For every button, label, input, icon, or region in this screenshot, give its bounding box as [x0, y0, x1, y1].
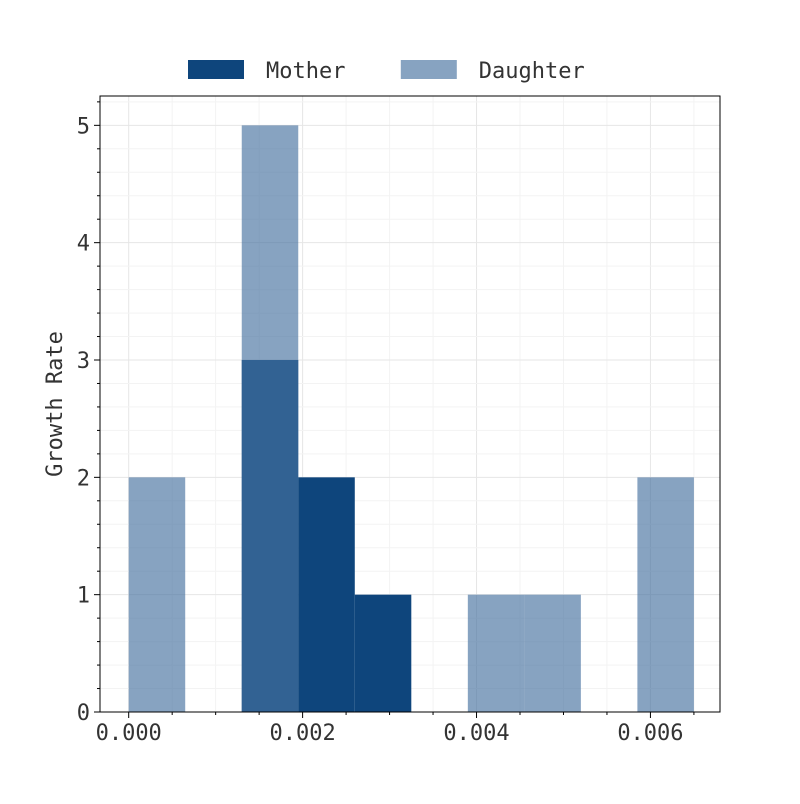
bar-daughter [467, 594, 525, 712]
y-tick-label: 1 [77, 584, 90, 609]
legend-swatch-mother [188, 60, 244, 79]
y-tick-label: 2 [77, 466, 90, 491]
y-axis-label: Growth Rate [43, 331, 68, 477]
bar-mother [298, 477, 355, 712]
y-tick-label: 4 [77, 232, 90, 257]
ticks-layer: 0.000 0.002 0.004 0.006 0 1 2 3 4 5 [77, 101, 695, 746]
bar-daughter [128, 477, 186, 712]
x-tick-label: 0.006 [617, 721, 683, 746]
y-tick-label: 0 [77, 701, 90, 726]
y-tick-label: 3 [77, 349, 90, 374]
x-tick-label: 0.000 [96, 721, 162, 746]
legend: Mother Daughter [188, 59, 585, 84]
bar-daughter [241, 125, 299, 713]
x-tick-label: 0.002 [269, 721, 335, 746]
legend-swatch-daughter [400, 60, 457, 79]
bar-mother [354, 594, 412, 712]
legend-label-mother: Mother [266, 59, 345, 84]
x-tick-label: 0.004 [443, 721, 509, 746]
bar-daughter [637, 477, 694, 712]
y-tick-label: 5 [77, 114, 90, 139]
bars-layer [128, 125, 694, 713]
plot-frame [99, 95, 721, 713]
bar-daughter [524, 594, 581, 712]
legend-label-daughter: Daughter [479, 59, 585, 84]
